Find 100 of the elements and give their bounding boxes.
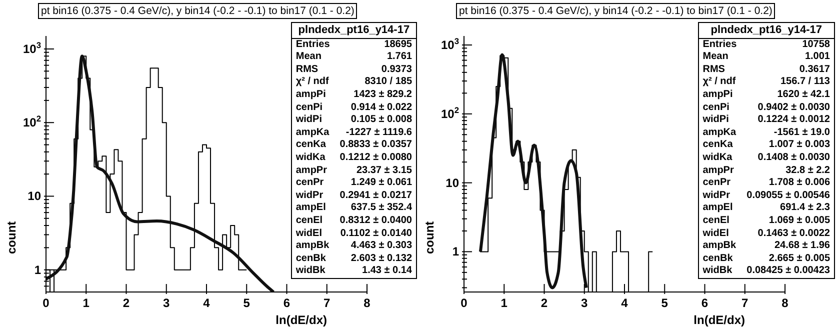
annotation: widPi bbox=[296, 114, 323, 127]
annotation: cenPi bbox=[702, 102, 730, 114]
x-tick-label: 5 bbox=[661, 296, 668, 310]
y-tick-label: 10$^{3}$ bbox=[440, 36, 460, 52]
annotation: 1.708 ± 0.006 bbox=[768, 177, 830, 190]
annotation: -1561 ± 19.0 bbox=[772, 126, 830, 140]
line-series bbox=[478, 53, 588, 290]
x-tick-label: 0 bbox=[42, 296, 50, 310]
annotation: 0.8312 ± 0.0400 bbox=[340, 214, 412, 228]
annotation: 637.5 ± 352.4 bbox=[350, 202, 412, 215]
annotation: 0.09055 ± 0.00546 bbox=[746, 190, 830, 202]
annotation: 4.463 ± 0.303 bbox=[350, 240, 412, 253]
annotation: 2.665 ± 0.005 bbox=[768, 252, 830, 266]
annotation: 0.105 ± 0.008 bbox=[350, 114, 412, 127]
y-tick-label: 10$^{2}$ bbox=[22, 114, 42, 130]
text: 10758 bbox=[801, 38, 830, 52]
annotation: ampPi bbox=[296, 88, 327, 102]
annotation: 0.9402 ± 0.0030 bbox=[756, 102, 830, 114]
annotation: 1620 ± 42.1 bbox=[776, 88, 830, 102]
x-tick-label: 2 bbox=[540, 296, 548, 310]
annotation: RMS bbox=[702, 64, 726, 76]
annotation: cenBk bbox=[702, 252, 734, 266]
x-tick-label: 1 bbox=[500, 296, 508, 310]
annotation: ampPi bbox=[702, 88, 734, 102]
y-tick-label: 10 bbox=[446, 176, 460, 190]
annotation: χ² / ndf bbox=[702, 76, 737, 89]
text: 1.001 bbox=[804, 51, 830, 64]
annotation: cenKa bbox=[296, 139, 327, 152]
text: 1.761 bbox=[386, 51, 412, 64]
annotation: ampKa bbox=[702, 126, 738, 140]
x-tick-label: 2 bbox=[122, 296, 130, 310]
y-axis-title: count bbox=[4, 221, 18, 254]
annotation: ampEl bbox=[702, 202, 734, 215]
x-axis-title: ln(dE/dx) bbox=[276, 313, 328, 327]
annotation: 1.43 ± 0.14 bbox=[361, 265, 412, 278]
annotation: widPr bbox=[702, 190, 731, 202]
annotation: widPi bbox=[702, 114, 730, 127]
x-tick-label: 1 bbox=[82, 296, 90, 310]
annotation: 23.37 ± 3.15 bbox=[355, 164, 412, 178]
y-tick-label: 10$^{3}$ bbox=[22, 40, 42, 56]
x-tick-label: 6 bbox=[701, 296, 708, 310]
annotation: cenBk bbox=[296, 252, 327, 266]
x-tick-label: 7 bbox=[742, 296, 749, 310]
annotation: ampBk bbox=[296, 240, 330, 253]
annotation: 0.2941 ± 0.0217 bbox=[340, 190, 412, 202]
annotation: cenPr bbox=[702, 177, 732, 190]
annotation: widKa bbox=[702, 152, 734, 165]
x-tick-label: 8 bbox=[782, 296, 789, 310]
annotation: widKa bbox=[296, 152, 326, 165]
y-tick-label: 10 bbox=[28, 189, 42, 204]
x-tick-label: 3 bbox=[163, 296, 170, 310]
annotation: ampEl bbox=[296, 202, 327, 215]
annotation: cenPr bbox=[296, 177, 325, 190]
annotation: widBk bbox=[296, 265, 326, 278]
text: plndedx_pt16_y14-17 bbox=[292, 23, 416, 39]
annotation: Mean bbox=[702, 51, 730, 64]
annotation: 0.08425 ± 0.00423 bbox=[746, 265, 830, 278]
annotation: Entries bbox=[702, 38, 738, 52]
annotation: ampBk bbox=[702, 240, 738, 253]
annotation: 156.7 / 113 bbox=[780, 76, 830, 89]
annotation: widEl bbox=[296, 228, 323, 240]
annotation: widEl bbox=[702, 228, 730, 240]
annotation: 0.1408 ± 0.0030 bbox=[756, 152, 830, 165]
text: 18695 bbox=[383, 38, 412, 52]
annotation: cenKa bbox=[702, 139, 734, 152]
annotation: 1.249 ± 0.061 bbox=[350, 177, 412, 190]
annotation: Entries bbox=[296, 38, 331, 52]
x-tick-label: 5 bbox=[243, 296, 250, 310]
y-axis-title: count bbox=[422, 221, 436, 254]
annotation: ampPr bbox=[702, 164, 735, 178]
x-tick-label: 6 bbox=[283, 296, 290, 310]
annotation: 1.069 ± 0.005 bbox=[768, 214, 830, 228]
annotation: widBk bbox=[702, 265, 734, 278]
annotation: 8310 / 185 bbox=[364, 76, 412, 89]
text: plndedx_pt16_y14-17 bbox=[698, 23, 834, 39]
annotation: Mean bbox=[296, 51, 322, 64]
annotation: ampPr bbox=[296, 164, 328, 178]
x-tick-label: 8 bbox=[364, 296, 371, 310]
annotation: cenPi bbox=[296, 102, 324, 114]
y-tick-label: 1 bbox=[452, 244, 460, 259]
annotation: cenEl bbox=[296, 214, 324, 228]
text: 0.3617 bbox=[798, 64, 830, 76]
annotation: 0.1102 ± 0.0140 bbox=[340, 228, 412, 240]
annotation: -1227 ± 1119.6 bbox=[344, 126, 412, 140]
x-axis-title: ln(dE/dx) bbox=[694, 313, 746, 327]
annotation: 24.68 ± 1.96 bbox=[773, 240, 830, 253]
x-tick-label: 7 bbox=[324, 296, 331, 310]
chart-title: pt bin16 (0.375 - 0.4 GeV/c), y bin14 (-0.2 - -0.1) to bin17 (0.1 - 0.2) bbox=[38, 3, 358, 19]
text: 0.9373 bbox=[380, 64, 412, 76]
annotation: 0.1463 ± 0.0022 bbox=[756, 228, 830, 240]
annotation: 0.1224 ± 0.0012 bbox=[756, 114, 830, 127]
annotation: widPr bbox=[296, 190, 324, 202]
annotation: 1423 ± 829.2 bbox=[352, 88, 412, 102]
annotation: 0.8833 ± 0.0357 bbox=[340, 139, 412, 152]
y-tick-label: 1 bbox=[34, 262, 42, 277]
annotation: 2.603 ± 0.132 bbox=[350, 252, 412, 266]
x-tick-label: 4 bbox=[621, 296, 628, 310]
x-tick-label: 3 bbox=[581, 296, 588, 310]
y-tick-label: 10$^{2}$ bbox=[440, 104, 460, 121]
annotation: 0.914 ± 0.022 bbox=[350, 102, 412, 114]
